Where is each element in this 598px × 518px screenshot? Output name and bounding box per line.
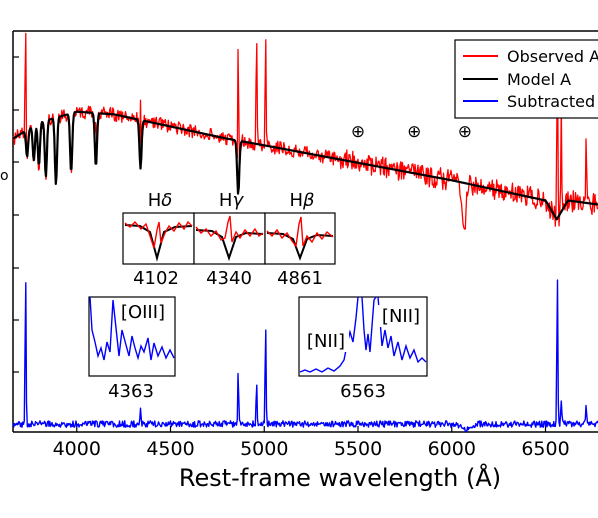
inset-hgamma-model xyxy=(195,229,264,262)
x-axis-title: Rest-frame wavelength (Å) xyxy=(179,463,501,492)
telluric-symbol-2: ⊕ xyxy=(458,122,472,142)
x-tick-label-4000: 4000 xyxy=(53,438,101,460)
inset-label-4363: 4363 xyxy=(108,381,154,402)
inset-title-hbeta: Hβ xyxy=(289,190,314,211)
series-model-a xyxy=(12,110,598,221)
inset-hbeta-model xyxy=(266,232,334,261)
x-tick-label-6000: 6000 xyxy=(428,438,476,460)
halpha-inset: [NII] [NII] 6563 xyxy=(298,296,428,402)
x-tick-label-6500: 6500 xyxy=(521,438,569,460)
inset-hbeta-observed xyxy=(266,216,334,248)
inset-label-4861: 4861 xyxy=(277,268,323,289)
x-tick-label-5000: 5000 xyxy=(240,438,288,460)
x-tick-label-5500: 5500 xyxy=(334,438,382,460)
telluric-markers: ⊕ ⊕ ⊕ xyxy=(351,122,472,142)
x-ticks: 4000 4500 5000 5500 6000 6500 xyxy=(53,426,570,460)
series-observed-a xyxy=(12,32,598,230)
series-subtracted xyxy=(12,279,598,432)
inset-hgamma-observed xyxy=(195,215,264,243)
inset-6563-label-bg-left xyxy=(303,330,349,352)
inset-title-hdelta: Hδ xyxy=(148,190,173,211)
inset-4363-subtracted xyxy=(89,296,175,361)
inset-label-6563: 6563 xyxy=(340,381,386,402)
inset-4363-label-bg xyxy=(118,300,168,322)
inset-label-4340: 4340 xyxy=(206,268,252,289)
inset-box-hdelta xyxy=(122,212,195,265)
series-layer xyxy=(12,32,598,432)
inset-hdelta-observed xyxy=(124,220,193,249)
legend: Observed A Model A Subtracted xyxy=(454,39,598,119)
inset-6563-label-bg-right xyxy=(378,305,424,327)
inset-hdelta-model xyxy=(124,224,193,262)
inset-label-4102: 4102 xyxy=(133,268,179,289)
inset-6563-subtracted xyxy=(299,296,427,373)
y-ticks xyxy=(13,56,19,425)
telluric-symbol-1: ⊕ xyxy=(407,122,421,142)
x-tick-label-4500: 4500 xyxy=(146,438,194,460)
legend-label-subtracted: Subtracted xyxy=(507,92,595,111)
legend-label-observed: Observed A xyxy=(507,47,598,66)
y-label-fragment: o xyxy=(0,168,9,184)
balmer-insets: Hδ Hγ Hβ 4102 4340 4861 xyxy=(122,190,336,289)
telluric-symbol-0: ⊕ xyxy=(351,122,365,142)
legend-label-model: Model A xyxy=(507,70,571,89)
inset-4363-line-label: [OIII] xyxy=(121,302,165,323)
inset-6563-line-label-left: [NII] xyxy=(307,331,345,352)
inset-title-hgamma: Hγ xyxy=(219,190,245,211)
inset-6563-line-label-right: [NII] xyxy=(382,306,420,327)
oiii-inset: [OIII] 4363 xyxy=(88,296,176,402)
